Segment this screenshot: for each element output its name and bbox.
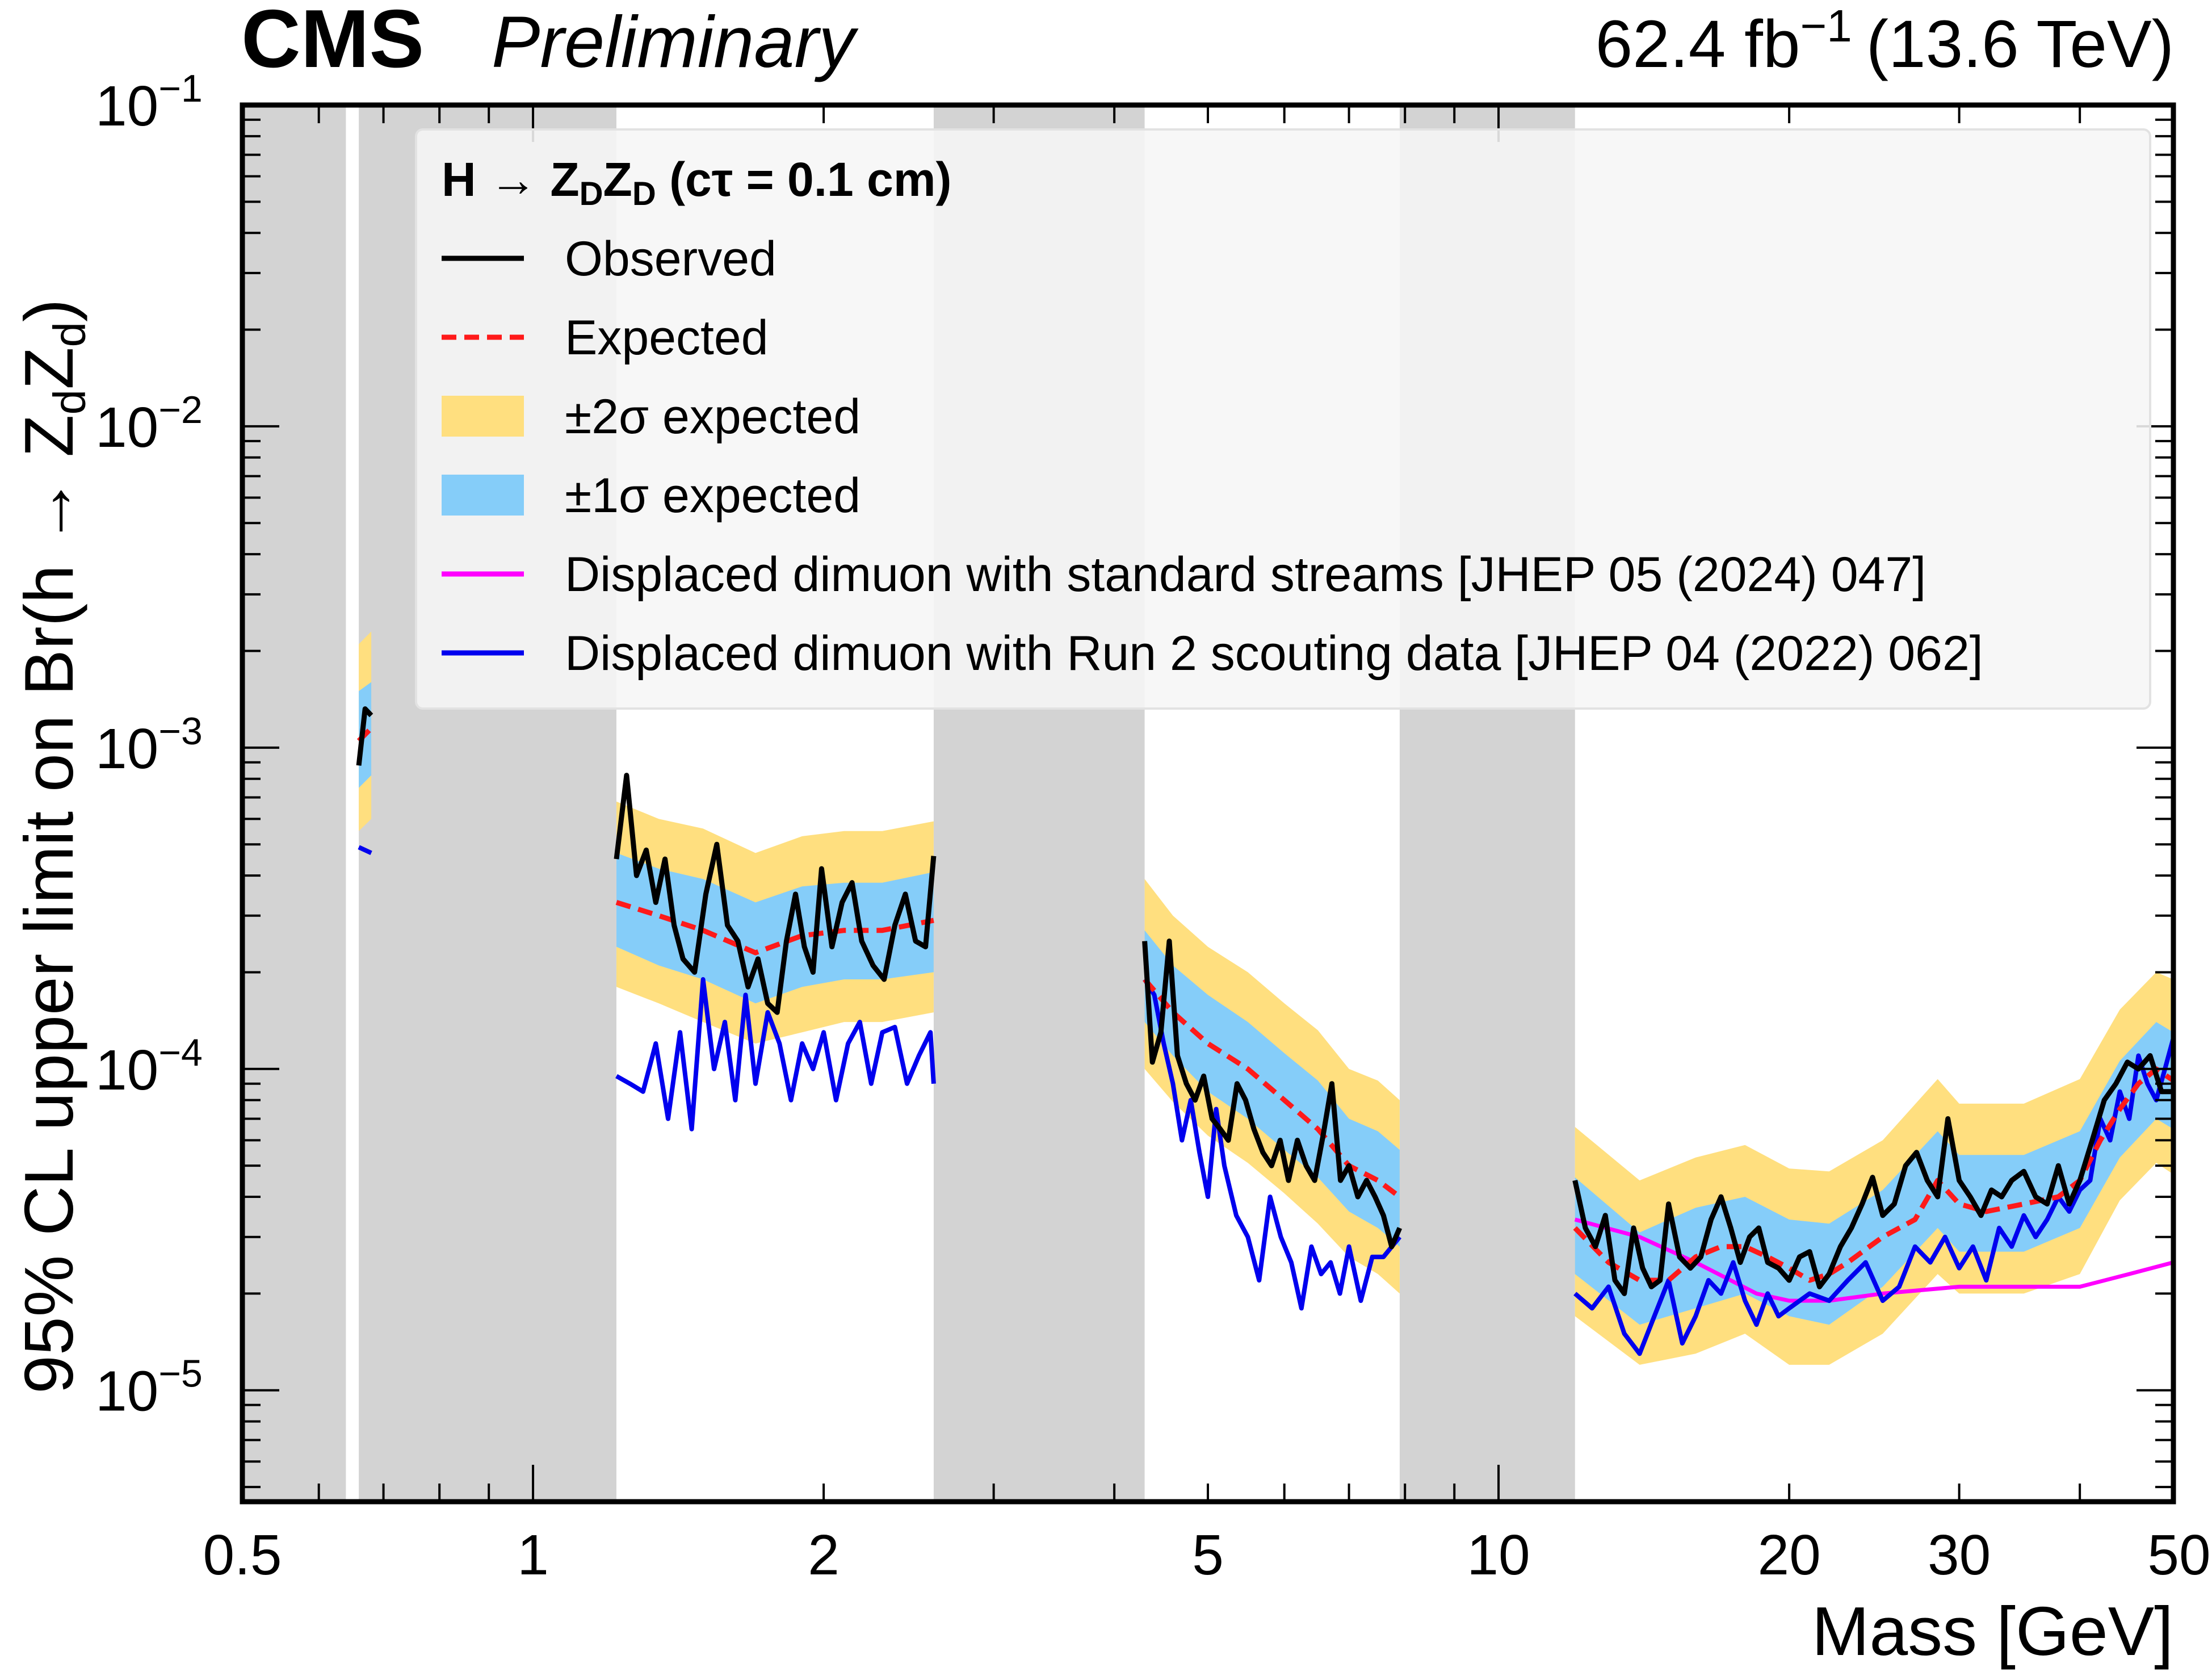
x-tick-label: 30 xyxy=(1928,1523,1991,1587)
y-axis-title-main: 95% CL upper limit on Br(h → Z xyxy=(10,415,87,1394)
x-tick-labels: 0.5 1 2 5 10 20 30 50 xyxy=(203,1523,2210,1587)
lumi-energy: (13.6 TeV) xyxy=(1866,7,2174,82)
scouting-segment-2 xyxy=(1143,978,1402,1311)
legend-entry: Displaced dimuon with Run 2 scouting dat… xyxy=(442,626,1983,681)
expected-segment-3 xyxy=(1573,1066,2173,1283)
y-axis-title-sub2: d xyxy=(44,322,95,347)
lumi-label: 62.4 fb−1 (13.6 TeV) xyxy=(1596,1,2174,82)
observed-segment-0 xyxy=(356,706,373,766)
y-tick-label: 10−2 xyxy=(95,388,203,459)
axis-ticks xyxy=(241,104,2175,1502)
scouting-line xyxy=(358,845,2173,1356)
legend-swatch xyxy=(442,475,524,516)
legend-entry: ±1σ expected xyxy=(442,468,861,523)
legend-header-ctau: (cτ = 0.1 cm) xyxy=(656,153,952,206)
scouting-segment-0 xyxy=(358,845,372,856)
x-tick-label: 50 xyxy=(2147,1523,2210,1587)
legend-entry: Displaced dimuon with standard streams [… xyxy=(442,547,1926,602)
x-tick-label: 0.5 xyxy=(203,1523,282,1587)
masked-region-0 xyxy=(242,105,346,1502)
legend-entries: Observed Expected ±2σ expected ±1σ expected… xyxy=(442,232,1983,681)
legend-label: Displaced dimuon with Run 2 scouting dat… xyxy=(565,626,1983,681)
legend-swatch xyxy=(442,396,524,437)
y-axis-title-z: Z xyxy=(10,347,87,390)
legend-label: Observed xyxy=(565,232,776,286)
legend-label: ±1σ expected xyxy=(565,468,861,523)
x-tick-label: 20 xyxy=(1757,1523,1820,1587)
observed-segment-2 xyxy=(1142,938,1403,1250)
legend: H → ZDZD (cτ = 0.1 cm) ObservedExpected±… xyxy=(415,128,2151,710)
observed-segment-1 xyxy=(614,773,937,1015)
standard-streams-line xyxy=(1574,1217,2173,1303)
scouting-segment-3 xyxy=(1573,1037,2173,1356)
y-axis-title-sub1: d xyxy=(44,389,95,415)
legend-entry: ±2σ expected xyxy=(442,389,861,444)
scouting-segment-1 xyxy=(615,977,936,1132)
band-1sigma-segment-3 xyxy=(1575,1022,2173,1325)
expected-segment-2 xyxy=(1143,978,1401,1199)
y-tick-label: 10−1 xyxy=(95,67,203,138)
x-axis-title: Mass [GeV] xyxy=(1812,1593,2173,1670)
y-axis-title-end: ) xyxy=(10,299,87,322)
y-axis-title: 95% CL upper limit on Br(h → ZdZd) xyxy=(10,299,95,1394)
legend-label: Expected xyxy=(565,311,769,365)
legend-label: Displaced dimuon with standard streams [… xyxy=(565,547,1926,602)
observed-segment-3 xyxy=(1572,1053,2173,1296)
legend-box xyxy=(415,128,2151,710)
legend-entry: Observed xyxy=(442,232,776,286)
y-tick-label: 10−4 xyxy=(95,1031,203,1102)
legend-entry: Expected xyxy=(442,311,769,365)
experiment-label: CMS xyxy=(241,0,424,85)
legend-header-sub2: D xyxy=(632,175,656,212)
observed-line xyxy=(356,706,2173,1296)
y-tick-label: 10−3 xyxy=(95,710,203,781)
plot-frame xyxy=(240,102,2176,1505)
x-tick-label: 1 xyxy=(517,1523,549,1587)
legend-header: H → ZDZD (cτ = 0.1 cm) xyxy=(442,153,951,212)
legend-header-z: Z xyxy=(603,153,632,206)
y-tick-label: 10−5 xyxy=(95,1352,203,1423)
standard-streams-segment-0 xyxy=(1574,1217,2173,1303)
expected-segment-1 xyxy=(615,900,934,956)
lumi-value: 62.4 fb xyxy=(1596,7,1800,82)
y-tick-labels: 10−1 10−2 10−3 10−4 10−5 xyxy=(95,67,203,1423)
x-tick-label: 5 xyxy=(1192,1523,1224,1587)
legend-header-h: H → Z xyxy=(442,153,580,206)
legend-label: ±2σ expected xyxy=(565,389,861,444)
x-tick-label: 2 xyxy=(808,1523,840,1587)
lumi-exponent: −1 xyxy=(1800,1,1852,51)
legend-header-sub1: D xyxy=(580,175,603,212)
status-label: Preliminary xyxy=(492,2,859,83)
x-tick-label: 10 xyxy=(1467,1523,1530,1587)
